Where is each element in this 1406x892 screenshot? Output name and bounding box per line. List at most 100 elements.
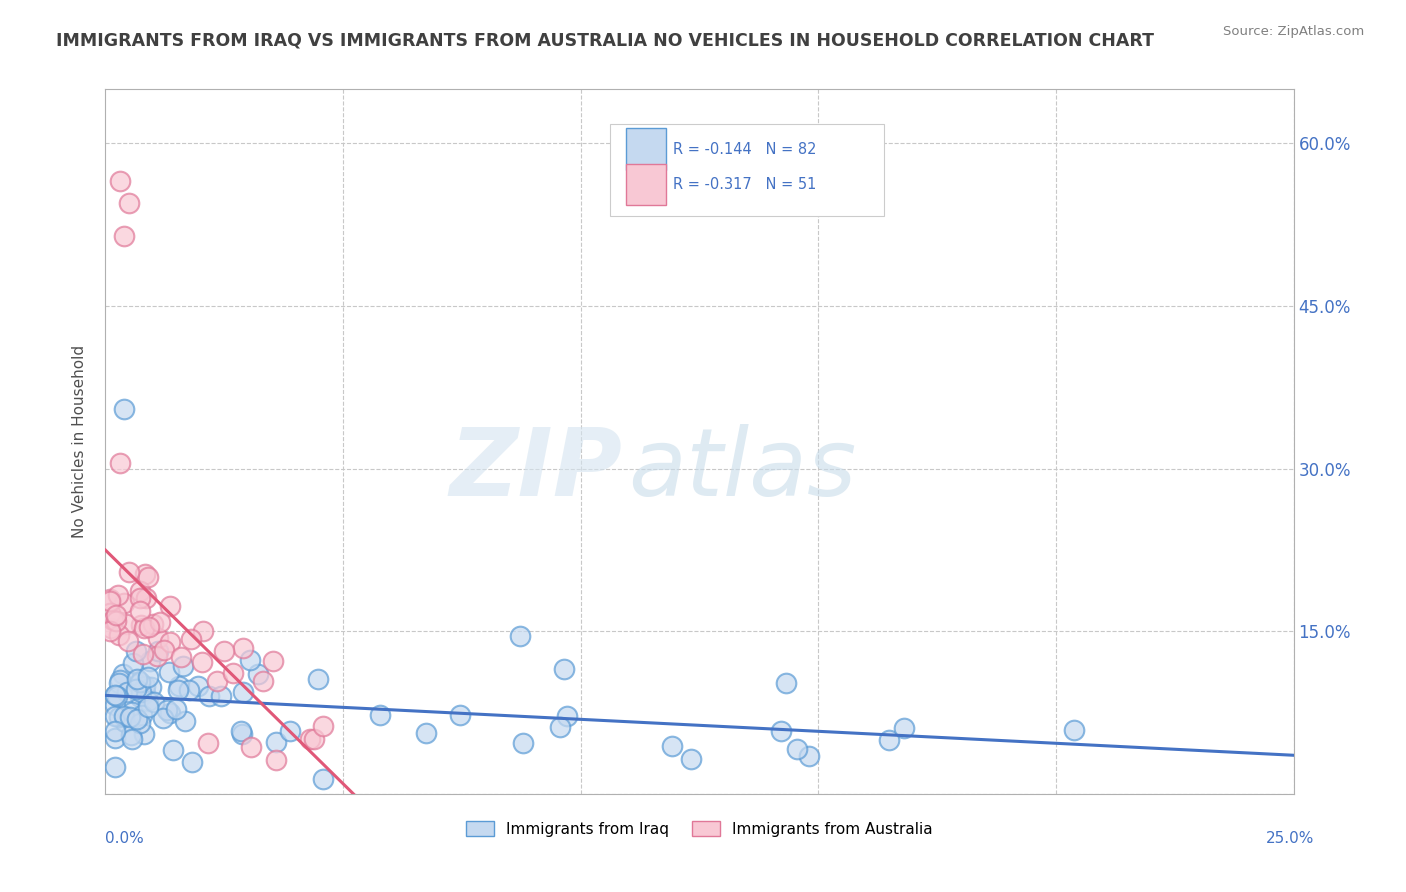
Point [197,736,219,750]
Point [104,760,127,774]
Point [121,732,143,747]
FancyBboxPatch shape [626,128,666,169]
Point [105,689,128,703]
Point [104,723,127,738]
Point [138,654,160,668]
Point [266,735,288,749]
Point [117,633,139,648]
Point [159,706,181,720]
Point [302,731,325,746]
Point [131,685,153,699]
Point [191,624,214,639]
Point [167,683,190,698]
Point [104,698,127,712]
Point [232,640,254,655]
Point [104,708,127,723]
Point [134,686,156,700]
Point [877,732,900,747]
Point [786,742,808,756]
Point [128,584,150,599]
Point [108,174,131,188]
Point [146,648,169,663]
Point [98,592,121,607]
Point [198,689,221,703]
Point [104,689,127,703]
Point [136,694,159,708]
Point [415,726,437,740]
Point [146,644,169,658]
Point [512,736,534,750]
Point [173,714,195,729]
Point [239,653,262,667]
Point [205,673,228,688]
Point [180,632,202,647]
Point [157,665,180,679]
Point [132,647,155,661]
Text: IMMIGRANTS FROM IRAQ VS IMMIGRANTS FROM AUSTRALIA NO VEHICLES IN HOUSEHOLD CORRE: IMMIGRANTS FROM IRAQ VS IMMIGRANTS FROM … [56,31,1154,49]
Point [121,657,143,671]
Point [222,666,245,681]
Point [108,628,131,642]
Point [120,728,142,742]
Point [115,685,138,699]
Point [661,739,683,754]
Point [159,599,181,613]
Point [103,613,125,627]
Point [100,621,122,635]
Point [553,662,575,676]
Point [167,679,190,693]
Point [368,708,391,723]
Point [132,621,155,635]
Point [557,708,579,723]
Point [312,772,335,786]
Point [278,724,301,739]
Point [136,570,159,584]
Point [1063,723,1085,738]
Point [135,591,157,605]
Point [262,654,284,668]
Point [299,732,322,747]
Point [893,721,915,735]
Point [799,748,821,763]
Point [307,672,329,686]
Point [209,689,232,703]
Point [152,711,174,725]
Point [129,618,152,632]
Point [159,635,181,649]
Point [112,595,135,609]
Point [112,666,135,681]
FancyBboxPatch shape [626,163,666,205]
Point [177,683,200,698]
Point [125,681,148,696]
Point [114,228,136,243]
Point [112,709,135,723]
Text: 0.0%: 0.0% [105,831,145,846]
Point [187,679,209,693]
Point [264,753,287,767]
Point [252,673,274,688]
Point [118,565,141,579]
Point [121,705,143,719]
Point [104,607,127,622]
Point [165,702,187,716]
Point [155,703,177,717]
Point [127,712,149,726]
Point [449,707,471,722]
Y-axis label: No Vehicles in Household: No Vehicles in Household [72,345,87,538]
Point [239,739,262,754]
Text: 25.0%: 25.0% [1267,831,1315,846]
Point [138,620,160,634]
Point [142,695,165,709]
Point [118,196,141,211]
Point [107,676,129,690]
Point [212,644,235,658]
Text: R = -0.144   N = 82: R = -0.144 N = 82 [673,142,817,157]
Point [108,456,131,470]
Point [231,727,253,741]
Point [98,594,121,608]
Point [115,616,138,631]
Point [311,719,333,733]
Text: ZIP: ZIP [450,424,623,516]
Point [104,731,127,745]
Text: R = -0.317   N = 51: R = -0.317 N = 51 [673,177,817,192]
